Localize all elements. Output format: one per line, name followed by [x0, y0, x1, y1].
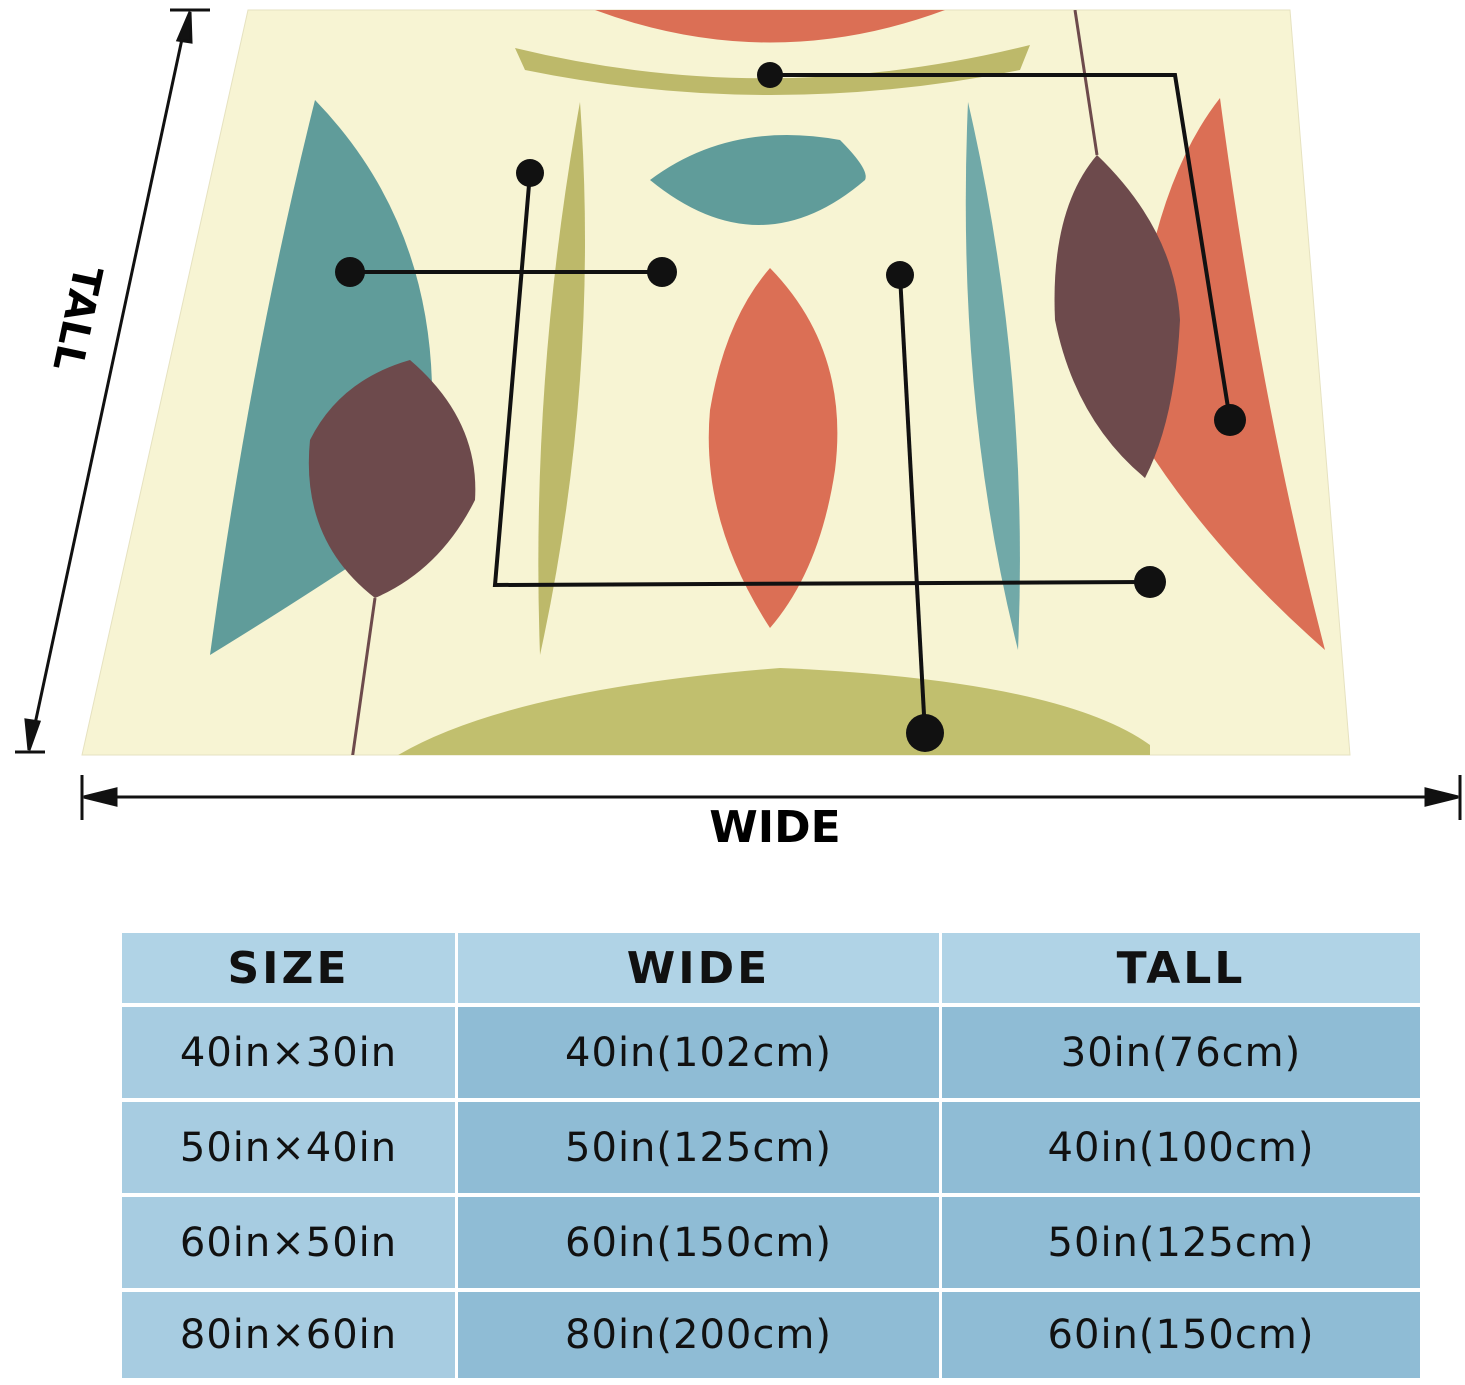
header-cell: TALL	[942, 933, 1420, 1003]
table-cell: 80in(200cm)	[458, 1292, 939, 1378]
table-cell: 50in×40in	[122, 1102, 455, 1193]
table-cell: 60in(150cm)	[942, 1292, 1420, 1378]
blanket-illustration: TALL WIDE	[15, 8, 1462, 853]
table-cell: 30in(76cm)	[942, 1007, 1420, 1098]
table-cell: 60in(150cm)	[458, 1197, 939, 1288]
header-cell: SIZE	[122, 933, 455, 1003]
tall-label: TALL	[43, 262, 110, 375]
wide-arrow	[80, 775, 1462, 820]
table-cell: 40in(102cm)	[458, 1007, 939, 1098]
table-cell: 50in(125cm)	[942, 1197, 1420, 1288]
table-cell: 80in×60in	[122, 1292, 455, 1378]
tall-arrow	[15, 8, 210, 754]
table-cell: 40in×30in	[122, 1007, 455, 1098]
size-table: SIZE WIDE TALL 40in×30in 40in(102cm) 30in(76c…	[122, 933, 1420, 1378]
table-cell: 50in(125cm)	[458, 1102, 939, 1193]
table-cell: 60in×50in	[122, 1197, 455, 1288]
header-cell: WIDE	[458, 933, 939, 1003]
wide-label: WIDE	[709, 802, 840, 853]
table-cell: 40in(100cm)	[942, 1102, 1420, 1193]
pattern	[210, 10, 1325, 755]
